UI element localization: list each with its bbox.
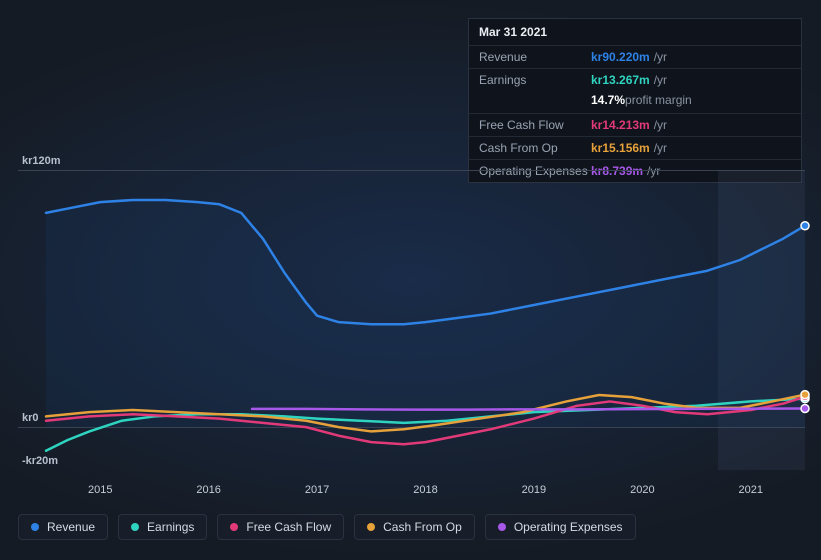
x-axis-tick: 2021 [739,484,763,496]
y-axis-tick: kr120m [22,155,61,167]
tooltip-value: kr13.267m [591,73,650,87]
tooltip-suffix: /yr [654,50,667,64]
legend-label: Free Cash Flow [246,520,331,534]
tooltip-value: kr14.213m [591,118,650,132]
series-endpoint [801,222,809,230]
x-axis-tick: 2015 [88,484,112,496]
series-endpoint [801,405,809,413]
legend-label: Operating Expenses [514,520,623,534]
tooltip-subrow: 14.7% profit margin [469,91,801,113]
chart-legend: Revenue Earnings Free Cash Flow Cash From O… [18,514,636,540]
legend-item[interactable]: Earnings [118,514,207,540]
tooltip-suffix: /yr [654,118,667,132]
y-axis-tick: kr0 [22,412,39,424]
tooltip-suffix: /yr [654,73,667,87]
legend-item[interactable]: Free Cash Flow [217,514,344,540]
tooltip-label: Earnings [479,73,591,87]
x-axis-tick: 2019 [522,484,546,496]
tooltip-label: Free Cash Flow [479,118,591,132]
tooltip-row: Free Cash Flowkr14.213m/yr [469,113,801,136]
legend-label: Cash From Op [383,520,462,534]
tooltip-value: kr15.156m [591,141,650,155]
legend-dot-icon [230,523,238,531]
tooltip-value: kr90.220m [591,50,650,64]
legend-dot-icon [367,523,375,531]
x-axis-tick: 2016 [196,484,220,496]
legend-dot-icon [31,523,39,531]
tooltip-row: Earningskr13.267m/yr [469,68,801,91]
tooltip-label: Cash From Op [479,141,591,155]
legend-dot-icon [131,523,139,531]
legend-item[interactable]: Revenue [18,514,108,540]
financials-chart[interactable]: kr120mkr0-kr20m 201520162017201820192020… [18,170,805,470]
x-axis-tick: 2017 [305,484,329,496]
area-fill [46,200,805,427]
tooltip-label: Revenue [479,50,591,64]
legend-label: Revenue [47,520,95,534]
tooltip-row: Revenuekr90.220m/yr [469,45,801,68]
tooltip-row: Cash From Opkr15.156m/yr [469,136,801,159]
legend-label: Earnings [147,520,194,534]
legend-dot-icon [498,523,506,531]
tooltip-date: Mar 31 2021 [469,19,801,45]
tooltip-suffix: /yr [654,141,667,155]
chart-plot [46,170,805,470]
series-line [252,409,805,410]
chart-tooltip: Mar 31 2021 Revenuekr90.220m/yrEarningsk… [468,18,802,183]
series-endpoint [801,391,809,399]
x-axis-tick: 2020 [630,484,654,496]
legend-item[interactable]: Cash From Op [354,514,475,540]
legend-item[interactable]: Operating Expenses [485,514,636,540]
x-axis-tick: 2018 [413,484,437,496]
